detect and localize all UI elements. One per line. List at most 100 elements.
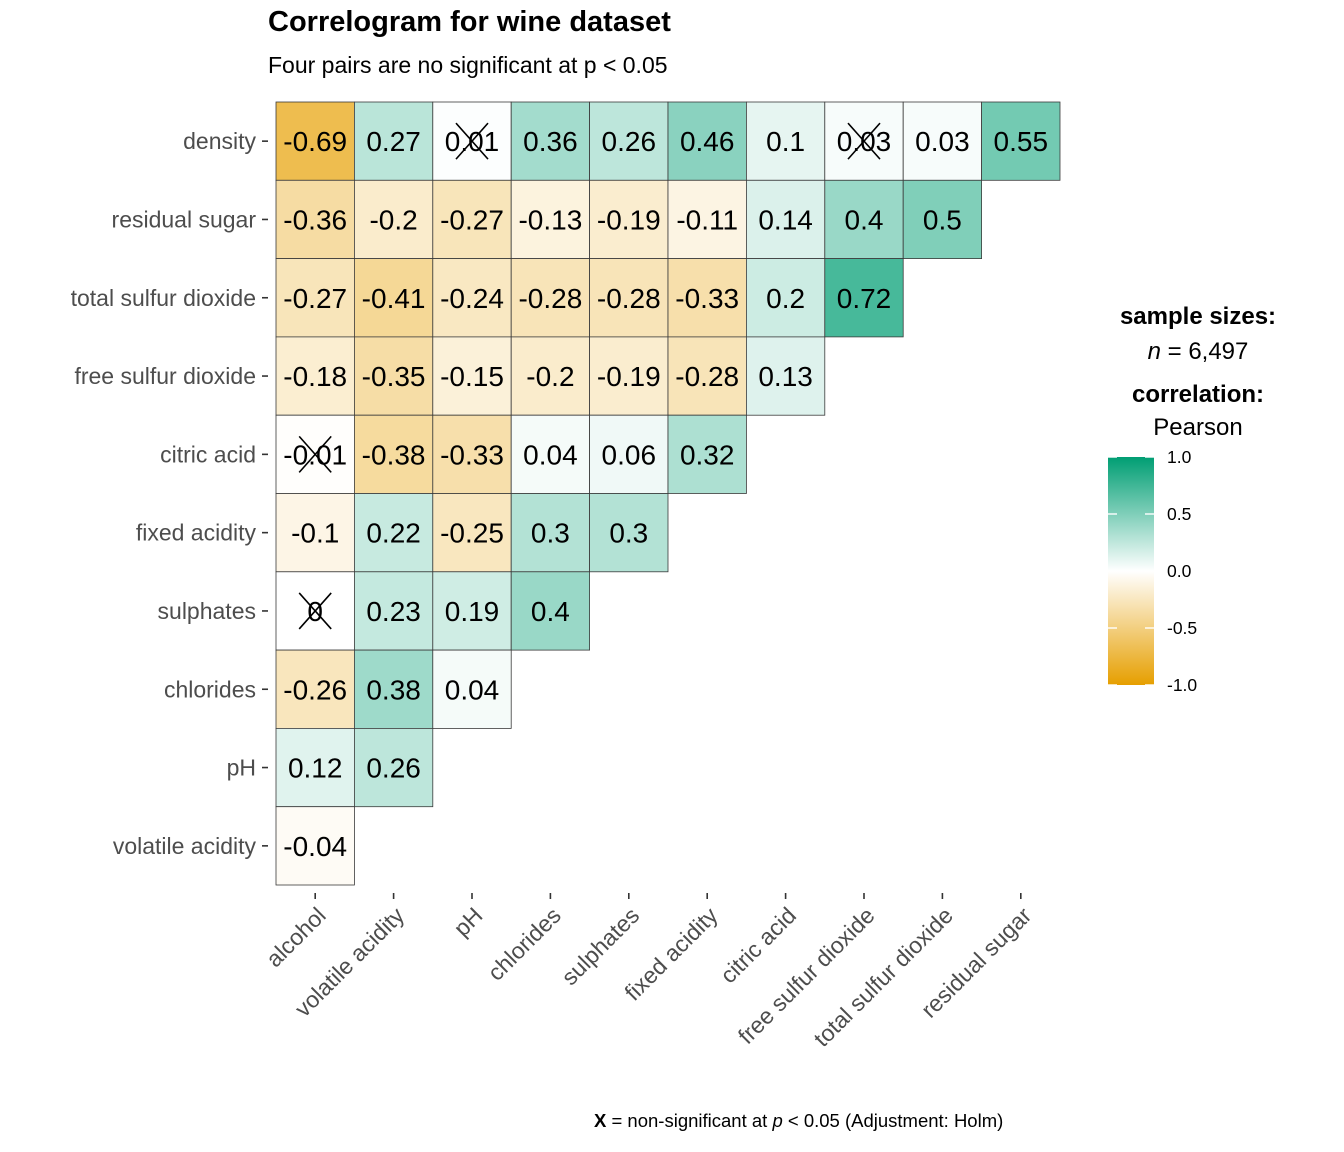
y-tick-label-chlorides: chlorides [164, 676, 256, 702]
nonsig-cross-citric-acid-alcohol [298, 435, 332, 473]
cell-value-citric-acid-sulphates: 0.06 [602, 439, 657, 470]
cell-value-total-sulfur-dioxide-free-sulfur-dioxide: 0.72 [837, 283, 892, 314]
heatmap-cell-density-fixed-acidity [667, 101, 747, 181]
cell-value-chlorides-ph: 0.04 [445, 674, 500, 705]
cell-value-free-sulfur-dioxide-fixed-acidity: -0.28 [675, 361, 739, 392]
y-tick-label-residual-sugar: residual sugar [112, 206, 257, 232]
y-axis: density residual sugar total sulfur dioxid… [71, 128, 268, 859]
heatmap-cell-residual-sugar-free-sulfur-dioxide [824, 179, 904, 260]
nonsig-cross-sulphates-alcohol [298, 592, 332, 630]
heatmap-cell-density-citric-acid [746, 101, 826, 181]
heatmap-cell-fixed-acidity-chlorides [510, 493, 591, 573]
heatmap-cell-residual-sugar-alcohol [275, 179, 355, 260]
cell-value-residual-sugar-citric-acid: 0.14 [758, 204, 813, 235]
cell-value-citric-acid-fixed-acidity: 0.32 [680, 439, 735, 470]
heatmap-cell-total-sulfur-dioxide-citric-acid [746, 258, 826, 338]
cell-value-free-sulfur-dioxide-chlorides: -0.2 [526, 361, 574, 392]
cell-value-fixed-acidity-alcohol: -0.1 [291, 518, 339, 549]
heatmap-cell-residual-sugar-total-sulfur-dioxide [902, 179, 983, 260]
cell-value-density-sulphates: 0.26 [602, 126, 657, 157]
heatmap-cell-residual-sugar-ph [432, 179, 512, 260]
cell-value-ph-alcohol: 0.12 [288, 753, 343, 784]
cell-value-fixed-acidity-volatile-acidity: 0.22 [366, 518, 421, 549]
heatmap-cell-fixed-acidity-alcohol [275, 493, 355, 573]
x-tick-label-total-sulfur-dioxide: total sulfur dioxide [808, 902, 957, 1051]
legend-tick-label: -1.0 [1167, 675, 1197, 695]
x-tick-label-alcohol: alcohol [261, 902, 331, 972]
heatmap-cell-sulphates-ph [432, 571, 512, 651]
heatmap-cell-free-sulfur-dioxide-sulphates [589, 336, 669, 416]
cell-value-free-sulfur-dioxide-ph: -0.15 [440, 361, 504, 392]
heatmap-cell-chlorides-alcohol [275, 649, 355, 729]
cell-value-total-sulfur-dioxide-fixed-acidity: -0.33 [675, 283, 739, 314]
cell-value-free-sulfur-dioxide-sulphates: -0.19 [597, 361, 661, 392]
legend-n-value: = 6,497 [1160, 338, 1249, 365]
significance-caption: X = non-significant at p < 0.05 (Adjustm… [594, 1110, 1003, 1132]
heatmap-cell-chlorides-ph [432, 649, 512, 729]
cell-value-density-fixed-acidity: 0.46 [680, 126, 735, 157]
cell-value-citric-acid-ph: -0.33 [440, 439, 504, 470]
cell-value-free-sulfur-dioxide-alcohol: -0.18 [283, 361, 347, 392]
cell-value-sulphates-volatile-acidity: 0.23 [366, 596, 421, 627]
heatmap-cell-residual-sugar-fixed-acidity [667, 179, 747, 260]
cell-value-density-alcohol: -0.69 [283, 126, 347, 157]
heatmap-cell-fixed-acidity-ph [432, 493, 512, 573]
heatmap-cell-sulphates-volatile-acidity [353, 571, 434, 651]
chart-title: Correlogram for wine dataset [268, 6, 671, 38]
legend-correlation-method: Pearson [1153, 414, 1243, 441]
caption-text-before: = non-significant at [606, 1110, 773, 1131]
heatmap-cell-residual-sugar-citric-acid [746, 179, 826, 260]
heatmap-cell-free-sulfur-dioxide-chlorides [510, 336, 591, 416]
cell-value-ph-volatile-acidity: 0.26 [366, 753, 421, 784]
cell-value-free-sulfur-dioxide-citric-acid: 0.13 [758, 361, 813, 392]
cell-value-total-sulfur-dioxide-volatile-acidity: -0.41 [362, 283, 426, 314]
y-tick-label-fixed-acidity: fixed acidity [136, 520, 257, 546]
heatmap-cell-density-total-sulfur-dioxide [902, 101, 983, 181]
caption-symbol: X [594, 1110, 607, 1131]
legend-tick-label: 0.0 [1167, 561, 1192, 581]
cell-value-residual-sugar-free-sulfur-dioxide: 0.4 [845, 204, 884, 235]
cell-value-residual-sugar-ph: -0.27 [440, 204, 504, 235]
x-tick-label-ph: pH [448, 902, 487, 941]
heatmap-cell-density-residual-sugar [981, 101, 1061, 181]
x-tick-label-free-sulfur-dioxide: free sulfur dioxide [733, 902, 880, 1049]
cell-value-total-sulfur-dioxide-ph: -0.24 [440, 283, 504, 314]
legend-tick-label: -0.5 [1167, 618, 1197, 638]
y-tick-label-volatile-acidity: volatile acidity [113, 833, 257, 859]
cell-value-density-citric-acid: 0.1 [766, 126, 805, 157]
heatmap-cell-total-sulfur-dioxide-chlorides [510, 258, 591, 338]
y-tick-label-ph: pH [227, 755, 256, 781]
cell-value-fixed-acidity-chlorides: 0.3 [531, 518, 570, 549]
cell-value-residual-sugar-sulphates: -0.19 [597, 204, 661, 235]
cell-value-total-sulfur-dioxide-alcohol: -0.27 [283, 283, 347, 314]
cell-value-fixed-acidity-ph: -0.25 [440, 518, 504, 549]
heatmap-cell-ph-alcohol [275, 728, 355, 808]
legend-n-symbol: n [1147, 338, 1161, 365]
cell-value-chlorides-volatile-acidity: 0.38 [366, 674, 421, 705]
cell-value-citric-acid-volatile-acidity: -0.38 [362, 439, 426, 470]
cell-value-total-sulfur-dioxide-chlorides: -0.28 [518, 283, 582, 314]
cell-value-residual-sugar-total-sulfur-dioxide: 0.5 [923, 204, 962, 235]
cell-value-citric-acid-chlorides: 0.04 [523, 439, 578, 470]
heatmap-cell-residual-sugar-volatile-acidity [353, 179, 434, 260]
heatmap-cell-fixed-acidity-sulphates [589, 493, 669, 573]
heatmap-cell-density-sulphates [589, 101, 669, 181]
heatmap-cell-citric-acid-fixed-acidity [667, 414, 747, 494]
legend-tick-label: 0.5 [1167, 504, 1191, 524]
cell-value-total-sulfur-dioxide-citric-acid: 0.2 [766, 283, 805, 314]
y-tick-label-citric-acid: citric acid [160, 441, 256, 467]
y-tick-label-free-sulfur-dioxide: free sulfur dioxide [74, 363, 256, 389]
heatmap-cell-free-sulfur-dioxide-alcohol [275, 336, 355, 416]
heatmap-cell-density-chlorides [510, 101, 591, 181]
cell-value-residual-sugar-volatile-acidity: -0.2 [369, 204, 417, 235]
heatmap-cell-fixed-acidity-volatile-acidity [353, 493, 434, 573]
cell-value-density-total-sulfur-dioxide: 0.03 [915, 126, 970, 157]
y-tick-label-total-sulfur-dioxide: total sulfur dioxide [71, 285, 256, 311]
cell-value-sulphates-chlorides: 0.4 [531, 596, 570, 627]
cell-value-residual-sugar-chlorides: -0.13 [518, 204, 582, 235]
cell-value-free-sulfur-dioxide-volatile-acidity: -0.35 [362, 361, 426, 392]
cell-value-residual-sugar-fixed-acidity: -0.11 [676, 204, 738, 235]
legend-sample-sizes-title: sample sizes: [1119, 303, 1277, 330]
heatmap-cell-total-sulfur-dioxide-volatile-acidity [353, 258, 434, 338]
